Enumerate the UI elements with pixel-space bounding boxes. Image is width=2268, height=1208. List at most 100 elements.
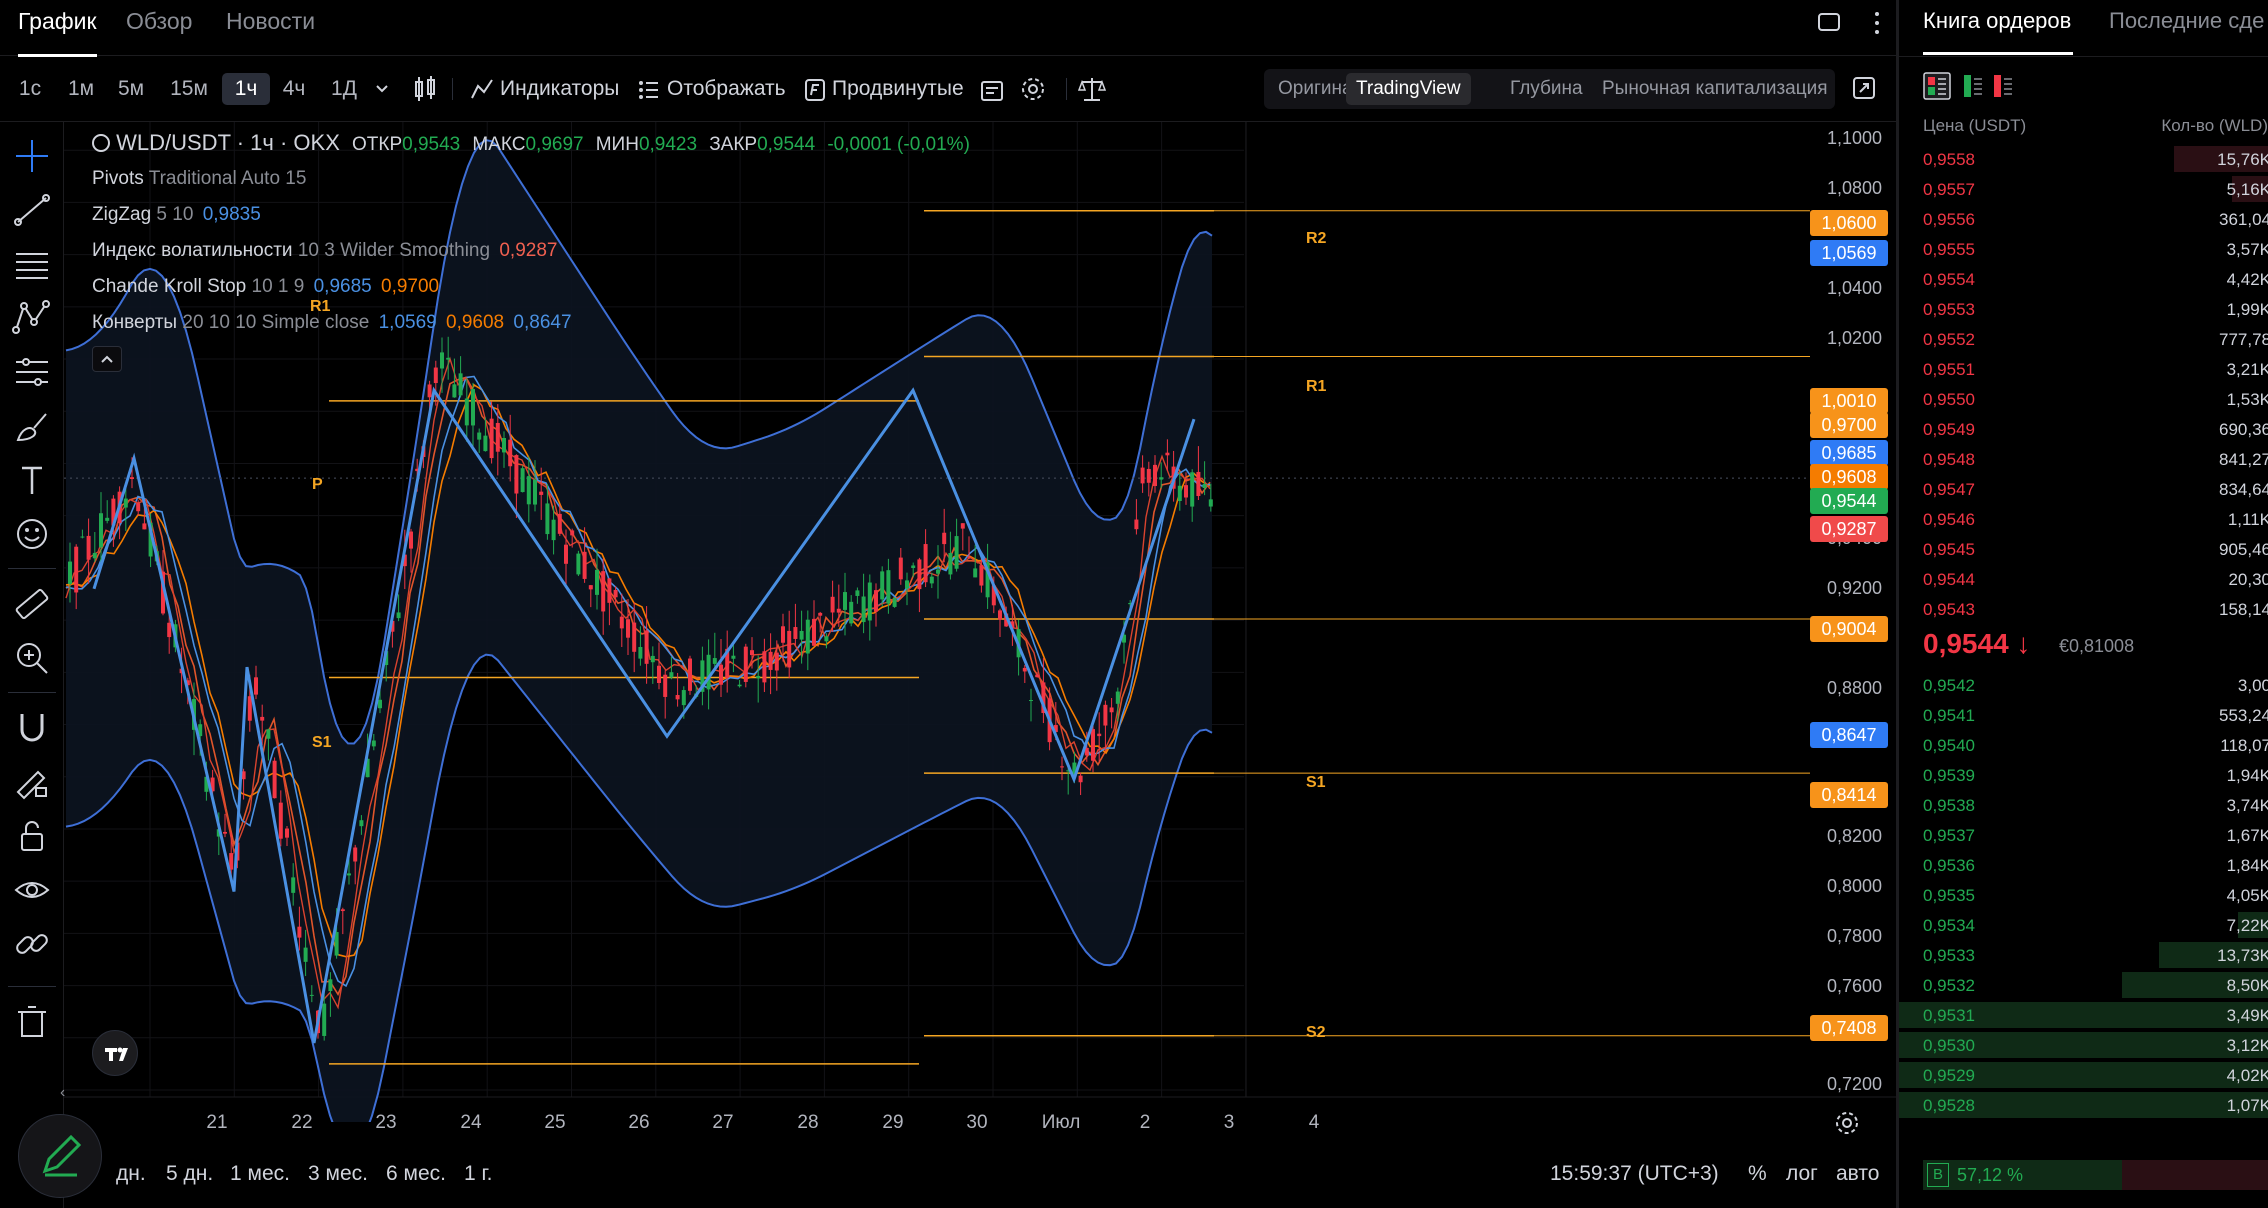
range-6m[interactable]: 6 мес. xyxy=(386,1162,446,1185)
range-5d[interactable]: 5 дн. xyxy=(166,1162,214,1185)
ask-row[interactable]: 0,9557 5,16K xyxy=(1899,174,2268,204)
range-1y[interactable]: 1 г. xyxy=(464,1162,493,1185)
emoji-icon[interactable] xyxy=(12,514,52,554)
timeframe-1m[interactable]: 1м xyxy=(67,77,95,100)
zoom-in-icon[interactable] xyxy=(12,638,52,678)
lock-drawing-icon[interactable] xyxy=(12,762,52,802)
indicator-volatility[interactable]: Индекс волатильности 10 3 Wilder Smoothi… xyxy=(92,240,557,262)
bid-row[interactable]: 0,9539 1,94K xyxy=(1899,760,2268,790)
range-3m[interactable]: 3 мес. xyxy=(308,1162,368,1185)
both-sides-view-icon[interactable] xyxy=(1923,72,1951,105)
view-mode-original[interactable]: Оригинал xyxy=(1278,78,1364,99)
bid-row[interactable]: 0,9537 1,67K xyxy=(1899,820,2268,850)
display-button[interactable]: Отображать xyxy=(667,77,786,100)
compare-scale-icon[interactable] xyxy=(1077,76,1107,107)
view-mode-tradingview[interactable]: TradingView xyxy=(1346,73,1471,105)
indicator-pivots[interactable]: Pivots Traditional Auto 15 xyxy=(92,168,306,190)
brush-icon[interactable] xyxy=(12,406,52,446)
bid-row[interactable]: 0,9541 553,24 xyxy=(1899,700,2268,730)
indicator-envelopes[interactable]: Конверты 20 10 10 Simple close 1,0569 0,… xyxy=(92,312,572,334)
last-price[interactable]: 0,9544 ↓ xyxy=(1923,628,2030,660)
ask-row[interactable]: 0,9554 4,42K xyxy=(1899,264,2268,294)
timeframe-4h[interactable]: 4ч xyxy=(282,77,306,100)
auto-scale-toggle[interactable]: авто xyxy=(1836,1162,1880,1185)
indicator-chande-kroll[interactable]: Chande Kroll Stop 10 1 9 0,9685 0,9700 xyxy=(92,276,439,298)
ruler-icon[interactable] xyxy=(12,584,52,624)
view-mode-market-cap[interactable]: Рыночная капитализация xyxy=(1602,78,1828,99)
ask-row[interactable]: 0,9546 1,11K xyxy=(1899,504,2268,534)
more-vertical-icon[interactable] xyxy=(1872,10,1882,41)
bid-row[interactable]: 0,9542 3,00 xyxy=(1899,670,2268,700)
collapse-legend-button[interactable] xyxy=(92,346,122,372)
ask-row[interactable]: 0,9544 20,30 xyxy=(1899,564,2268,594)
ask-row[interactable]: 0,9558 15,76K xyxy=(1899,144,2268,174)
eye-icon[interactable] xyxy=(12,870,52,910)
timeframe-5m[interactable]: 5м xyxy=(117,77,145,100)
text-icon[interactable] xyxy=(12,460,52,500)
range-1d[interactable]: дн. xyxy=(116,1162,146,1185)
clock-timezone[interactable]: 15:59:37 (UTC+3) xyxy=(1550,1162,1719,1185)
ask-row[interactable]: 0,9547 834,64 xyxy=(1899,474,2268,504)
expand-icon[interactable] xyxy=(1852,76,1876,105)
log-scale-toggle[interactable]: лог xyxy=(1786,1162,1818,1185)
tab-recent-trades[interactable]: Последние сде xyxy=(2109,8,2265,33)
price-chart[interactable]: WLD/USDT · 1ч · OKX ОТКР0,9543 МАКС0,969… xyxy=(64,122,1896,1134)
ask-row[interactable]: 0,9543 158,14 xyxy=(1899,594,2268,624)
timeframe-15m[interactable]: 15м xyxy=(170,77,208,100)
tab-chart[interactable]: График xyxy=(18,8,97,57)
magnet-icon[interactable] xyxy=(12,708,52,748)
ask-row[interactable]: 0,9552 777,78 xyxy=(1899,324,2268,354)
timeframe-1s[interactable]: 1с xyxy=(18,77,42,100)
bid-row[interactable]: 0,9540 118,07 xyxy=(1899,730,2268,760)
ask-row[interactable]: 0,9545 905,46 xyxy=(1899,534,2268,564)
ask-row[interactable]: 0,9550 1,53K xyxy=(1899,384,2268,414)
ask-row[interactable]: 0,9548 841,27 xyxy=(1899,444,2268,474)
tab-news[interactable]: Новости xyxy=(226,8,316,34)
lock-icon[interactable] xyxy=(12,816,52,856)
settings-gear-icon[interactable] xyxy=(1020,76,1046,107)
tab-order-book[interactable]: Книга ордеров xyxy=(1923,8,2072,33)
indicator-zigzag[interactable]: ZigZag 5 10 0,9835 xyxy=(92,204,261,226)
price-tag: 0,9544 xyxy=(1810,488,1888,514)
ask-row[interactable]: 0,9551 3,21K xyxy=(1899,354,2268,384)
fib-levels-icon[interactable] xyxy=(12,244,52,284)
bid-row[interactable]: 0,9535 4,05K xyxy=(1899,880,2268,910)
view-mode-depth[interactable]: Глубина xyxy=(1510,78,1583,99)
indicators-button[interactable]: Индикаторы xyxy=(500,77,620,100)
bid-row[interactable]: 0,9533 13,73K xyxy=(1899,940,2268,970)
prediction-icon[interactable] xyxy=(12,352,52,392)
calendar-icon[interactable] xyxy=(980,78,1004,107)
ask-row[interactable]: 0,9555 3,57K xyxy=(1899,234,2268,264)
draw-fab-button[interactable] xyxy=(18,1114,102,1198)
bid-row[interactable]: 0,9530 3,12K xyxy=(1899,1030,2268,1060)
tab-overview[interactable]: Обзор xyxy=(126,8,193,34)
bid-row[interactable]: 0,9532 8,50K xyxy=(1899,970,2268,1000)
bid-row[interactable]: 0,9536 1,84K xyxy=(1899,850,2268,880)
ask-row[interactable]: 0,9553 1,99K xyxy=(1899,294,2268,324)
trash-icon[interactable] xyxy=(12,1002,52,1042)
timeframe-1d[interactable]: 1Д xyxy=(331,77,357,100)
fullscreen-icon[interactable] xyxy=(1817,12,1841,37)
trend-line-icon[interactable] xyxy=(12,190,52,230)
link-icon[interactable] xyxy=(12,924,52,964)
collapse-arrow-icon[interactable]: ‹ xyxy=(60,1084,66,1101)
bid-row[interactable]: 0,9528 1,07K xyxy=(1899,1090,2268,1120)
bids-only-view-icon[interactable] xyxy=(1959,72,1987,105)
range-1m[interactable]: 1 мес. xyxy=(230,1162,290,1185)
tradingview-logo-icon[interactable] xyxy=(92,1030,138,1076)
crosshair-icon[interactable] xyxy=(12,136,52,176)
chart-canvas[interactable] xyxy=(64,122,1896,1122)
asks-only-view-icon[interactable] xyxy=(1989,72,2017,105)
percent-scale-toggle[interactable]: % xyxy=(1748,1162,1767,1185)
candle-type-icon[interactable] xyxy=(412,75,438,108)
ask-row[interactable]: 0,9556 361,04 xyxy=(1899,204,2268,234)
advanced-button[interactable]: Продвинутые xyxy=(832,77,964,100)
bid-row[interactable]: 0,9531 3,49K xyxy=(1899,1000,2268,1030)
timeframe-1h[interactable]: 1ч xyxy=(222,73,270,105)
pattern-icon[interactable] xyxy=(12,298,52,338)
bid-row[interactable]: 0,9538 3,74K xyxy=(1899,790,2268,820)
ask-row[interactable]: 0,9549 690,36 xyxy=(1899,414,2268,444)
timeframe-dropdown-icon[interactable] xyxy=(374,82,390,100)
bid-row[interactable]: 0,9529 4,02K xyxy=(1899,1060,2268,1090)
bid-row[interactable]: 0,9534 7,22K xyxy=(1899,910,2268,940)
